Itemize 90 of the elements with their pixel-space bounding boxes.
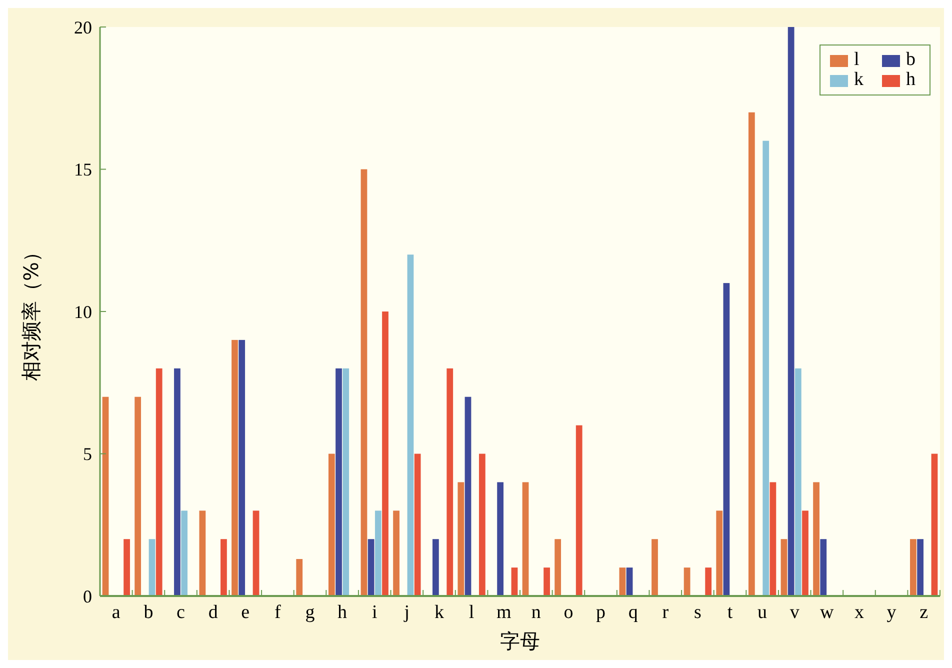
bar [174, 368, 180, 596]
bar [360, 169, 368, 596]
legend-label: k [854, 69, 864, 90]
y-tick-label: 20 [74, 17, 92, 38]
bar [723, 283, 730, 596]
bar [652, 539, 658, 596]
bar [336, 368, 342, 596]
x-tick-label: s [694, 602, 702, 623]
bar [368, 539, 374, 596]
x-tick-label: x [854, 602, 864, 623]
x-tick-label: f [274, 602, 282, 623]
x-tick-label: a [112, 602, 121, 623]
bar [156, 368, 162, 596]
bar [619, 568, 626, 596]
x-tick-label: v [790, 602, 800, 623]
bar [748, 112, 755, 596]
x-tick-label: d [208, 602, 218, 623]
bar [220, 539, 227, 596]
bar [446, 368, 454, 596]
bar [432, 539, 439, 596]
bar [374, 510, 382, 596]
bar [407, 254, 414, 596]
y-tick-label: 5 [83, 444, 92, 464]
bar [134, 396, 142, 596]
bar [788, 27, 794, 596]
bar [716, 510, 723, 596]
bar [931, 454, 938, 596]
x-tick-label: c [176, 602, 185, 623]
bar [393, 510, 400, 596]
bar [342, 368, 350, 596]
x-tick-label: y [886, 602, 897, 623]
bar [124, 539, 130, 596]
x-tick-label: n [531, 602, 542, 623]
bar [458, 482, 464, 596]
bar [917, 539, 924, 596]
bar [802, 510, 808, 596]
bar [544, 568, 550, 596]
bar [232, 340, 238, 596]
x-tick-label: z [920, 602, 928, 623]
bar [102, 396, 109, 596]
x-tick-label: e [241, 602, 250, 623]
bar [199, 510, 206, 596]
x-tick-label: b [144, 602, 154, 623]
bar [464, 396, 472, 596]
bar [478, 454, 486, 596]
bar [762, 140, 770, 596]
bar [576, 425, 582, 596]
y-tick-label: 0 [83, 586, 92, 606]
bar [497, 482, 504, 596]
bar [684, 568, 690, 596]
x-tick-label: u [758, 602, 768, 623]
bar [414, 454, 421, 596]
bar [794, 368, 802, 596]
bar [522, 482, 529, 596]
bar [705, 568, 712, 596]
x-tick-label: h [338, 602, 348, 623]
bar [910, 539, 916, 596]
bar [554, 539, 562, 596]
bar [181, 510, 188, 596]
y-tick-label: 15 [74, 160, 92, 180]
bar [296, 559, 303, 596]
x-tick-label: k [434, 602, 444, 623]
bar [820, 539, 827, 596]
bar [238, 340, 246, 596]
legend-label: l [854, 49, 860, 70]
x-tick-label: w [820, 602, 834, 623]
bar [780, 539, 788, 596]
y-axis-title: 相对频率（%） [19, 242, 43, 382]
y-tick-label: 10 [74, 302, 92, 322]
legend-label: h [906, 69, 916, 90]
bar [252, 510, 260, 596]
bar [328, 454, 335, 596]
x-tick-label: l [468, 602, 474, 623]
bar [813, 482, 820, 596]
bar [511, 568, 518, 596]
x-tick-label: j [403, 602, 410, 623]
x-axis-title: 字母 [500, 629, 540, 653]
x-tick-label: p [596, 602, 606, 623]
x-tick-label: o [564, 602, 574, 623]
x-tick-label: m [496, 602, 512, 623]
bar [626, 568, 633, 596]
bar [382, 312, 388, 596]
bar [770, 482, 776, 596]
x-tick-label: r [662, 602, 670, 623]
x-tick-label: g [305, 602, 316, 623]
bar [148, 539, 156, 596]
x-tick-label: t [727, 602, 734, 623]
x-tick-label: i [372, 602, 378, 623]
x-tick-label: q [628, 602, 638, 623]
legend-label: b [906, 49, 916, 70]
